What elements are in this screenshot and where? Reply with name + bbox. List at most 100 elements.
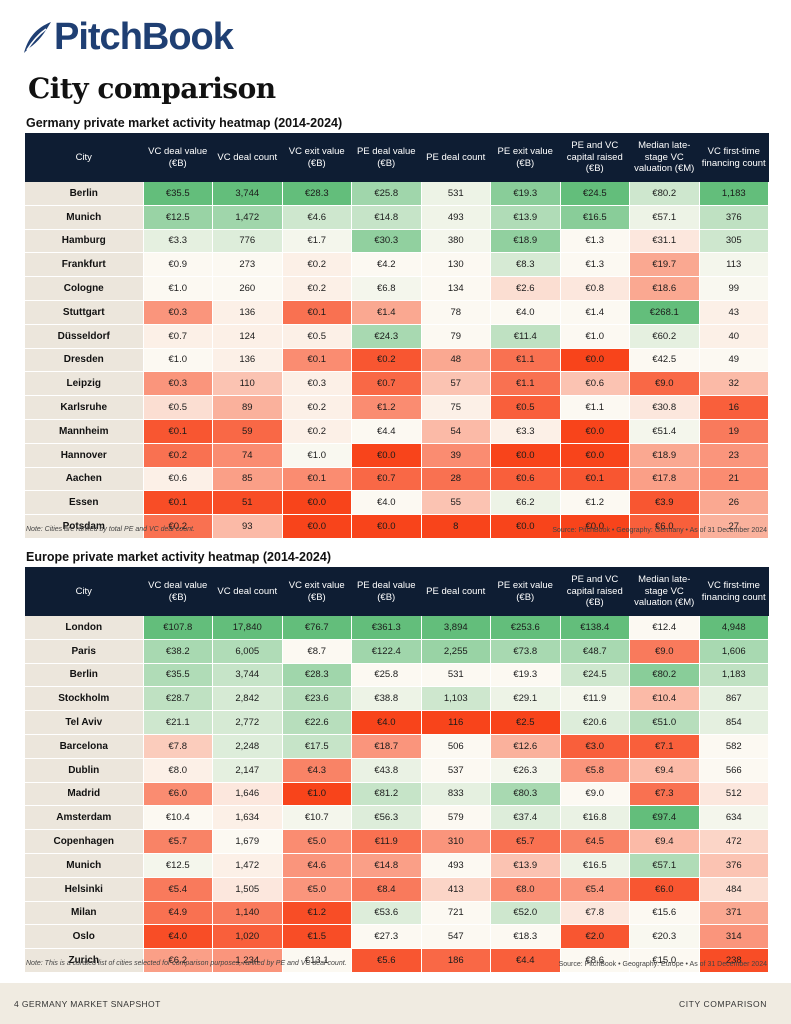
city-cell: Düsseldorf: [25, 324, 144, 349]
heatmap-cell: €8.0: [143, 758, 213, 783]
city-cell: Cologne: [25, 276, 144, 301]
heatmap-cell: 43: [699, 300, 769, 325]
heatmap-cell: €5.4: [143, 877, 213, 902]
table-row: Zurich €6.2 1,234 €13.1 €5.6 186 €4.4 €8.6 €15.0…: [25, 948, 769, 973]
heatmap-cell: €0.3: [143, 371, 213, 397]
city-cell: Dublin: [25, 758, 144, 783]
heatmap-cell: €8.6: [560, 948, 630, 973]
heatmap-cell: €12.4: [629, 616, 700, 640]
europe-heatmap-table: City VC deal value (€B) VC deal count VC ex…: [25, 567, 769, 973]
table-row: Berlin €35.5 3,744 €28.3 €25.8 531 €19.3 €24.5 €…: [25, 182, 769, 206]
table-row: Essen €0.1 51 €0.0 €4.0 55 €6.2 €1.2 €3.9 26: [25, 490, 769, 516]
heatmap-cell: €11.9: [351, 829, 422, 854]
heatmap-cell: 3,744: [212, 663, 283, 688]
table-row: Amsterdam €10.4 1,634 €10.7 €56.3 579 €37.4 €16…: [25, 805, 769, 831]
table-row: Paris €38.2 6,005 €8.7 €122.4 2,255 €73.8 €48.7…: [25, 639, 769, 664]
column-header: VC first-time financing count: [699, 133, 769, 182]
city-cell: Leipzig: [25, 371, 144, 397]
heatmap-cell: €10.4: [629, 686, 700, 712]
heatmap-cell: €57.1: [629, 853, 700, 878]
heatmap-cell: €5.0: [282, 877, 352, 902]
heatmap-cell: 136: [212, 348, 283, 373]
page-footer: 4 GERMANY MARKET SNAPSHOT CITY COMPARISO…: [0, 983, 791, 1024]
city-cell: Aachen: [25, 467, 144, 492]
heatmap-cell: 2,772: [212, 710, 283, 735]
table-row: Leipzig €0.3 110 €0.3 €0.7 57 €1.1 €0.6 €9.0 32: [25, 371, 769, 397]
heatmap-cell: €0.0: [282, 514, 352, 539]
heatmap-cell: €48.7: [560, 639, 630, 664]
heatmap-cell: €22.6: [282, 710, 352, 735]
heatmap-cell: 472: [699, 829, 769, 854]
heatmap-cell: €43.8: [351, 758, 422, 783]
heatmap-cell: €0.9: [143, 252, 213, 278]
europe-table-body: London €107.8 17,840 €76.7 €361.3 3,894 €253.6…: [25, 616, 769, 973]
heatmap-cell: 27: [699, 514, 769, 539]
heatmap-cell: €0.6: [490, 467, 561, 492]
city-cell: Frankfurt: [25, 252, 144, 278]
heatmap-cell: 39: [421, 443, 491, 468]
heatmap-cell: €30.8: [629, 395, 700, 420]
heatmap-cell: €25.8: [351, 663, 422, 688]
heatmap-cell: 1,103: [421, 686, 491, 712]
heatmap-cell: €268.1: [629, 300, 700, 325]
heatmap-cell: €14.8: [351, 853, 422, 878]
heatmap-cell: 28: [421, 467, 491, 492]
heatmap-cell: 3,894: [421, 616, 491, 640]
heatmap-cell: €12.5: [143, 205, 213, 230]
heatmap-cell: 1,679: [212, 829, 283, 854]
heatmap-cell: 110: [212, 371, 283, 397]
heatmap-cell: €9.4: [629, 758, 700, 783]
heatmap-cell: 4,948: [699, 616, 769, 640]
city-cell: Barcelona: [25, 734, 144, 759]
heatmap-cell: €0.0: [351, 443, 422, 468]
heatmap-cell: €9.0: [629, 371, 700, 397]
table-row: Madrid €6.0 1,646 €1.0 €81.2 833 €80.3 €9.0 €7.3…: [25, 782, 769, 807]
heatmap-cell: 1,183: [699, 663, 769, 688]
heatmap-cell: €1.3: [560, 229, 630, 254]
heatmap-cell: €18.7: [351, 734, 422, 759]
heatmap-cell: €0.6: [143, 467, 213, 492]
heatmap-cell: €13.9: [490, 853, 561, 878]
footer-page-label: 4 GERMANY MARKET SNAPSHOT: [14, 999, 161, 1009]
heatmap-cell: €30.3: [351, 229, 422, 254]
heatmap-cell: €7.1: [629, 734, 700, 759]
heatmap-cell: €14.8: [351, 205, 422, 230]
city-cell: Hannover: [25, 443, 144, 468]
table-row: Aachen €0.6 85 €0.1 €0.7 28 €0.6 €0.1 €17.8 21: [25, 467, 769, 492]
heatmap-cell: €60.2: [629, 324, 700, 349]
heatmap-cell: €18.9: [490, 229, 561, 254]
heatmap-cell: 273: [212, 252, 283, 278]
heatmap-cell: €1.0: [282, 782, 352, 807]
heatmap-cell: 124: [212, 324, 283, 349]
heatmap-cell: €35.5: [143, 663, 213, 688]
city-cell: Karlsruhe: [25, 395, 144, 420]
heatmap-cell: 310: [421, 829, 491, 854]
page-title: City comparison: [28, 72, 276, 105]
heatmap-cell: 2,248: [212, 734, 283, 759]
heatmap-cell: €1.2: [351, 395, 422, 420]
heatmap-cell: €9.0: [560, 782, 630, 807]
column-header: PE deal count: [421, 567, 491, 616]
heatmap-cell: €80.3: [490, 782, 561, 807]
heatmap-cell: 6,005: [212, 639, 283, 664]
heatmap-cell: 1,646: [212, 782, 283, 807]
heatmap-cell: 833: [421, 782, 491, 807]
heatmap-cell: €23.6: [282, 686, 352, 712]
heatmap-cell: €28.3: [282, 663, 352, 688]
table-row: Hamburg €3.3 776 €1.7 €30.3 380 €18.9 €1.3 €31.1…: [25, 229, 769, 254]
europe-header-row: City VC deal value (€B) VC deal count VC ex…: [25, 567, 769, 616]
heatmap-cell: 484: [699, 877, 769, 902]
heatmap-cell: 54: [421, 419, 491, 444]
table-row: Hannover €0.2 74 €1.0 €0.0 39 €0.0 €0.0 €18.9 23: [25, 443, 769, 468]
heatmap-cell: €6.2: [490, 490, 561, 516]
heatmap-cell: 57: [421, 371, 491, 397]
city-cell: Munich: [25, 853, 144, 878]
heatmap-cell: €31.1: [629, 229, 700, 254]
heatmap-cell: 17,840: [212, 616, 283, 640]
heatmap-cell: €80.2: [629, 182, 700, 206]
heatmap-cell: 93: [212, 514, 283, 539]
heatmap-cell: 2,842: [212, 686, 283, 712]
column-header: PE and VC capital raised (€B): [560, 567, 630, 616]
heatmap-cell: 867: [699, 686, 769, 712]
heatmap-cell: €51.0: [629, 710, 700, 735]
